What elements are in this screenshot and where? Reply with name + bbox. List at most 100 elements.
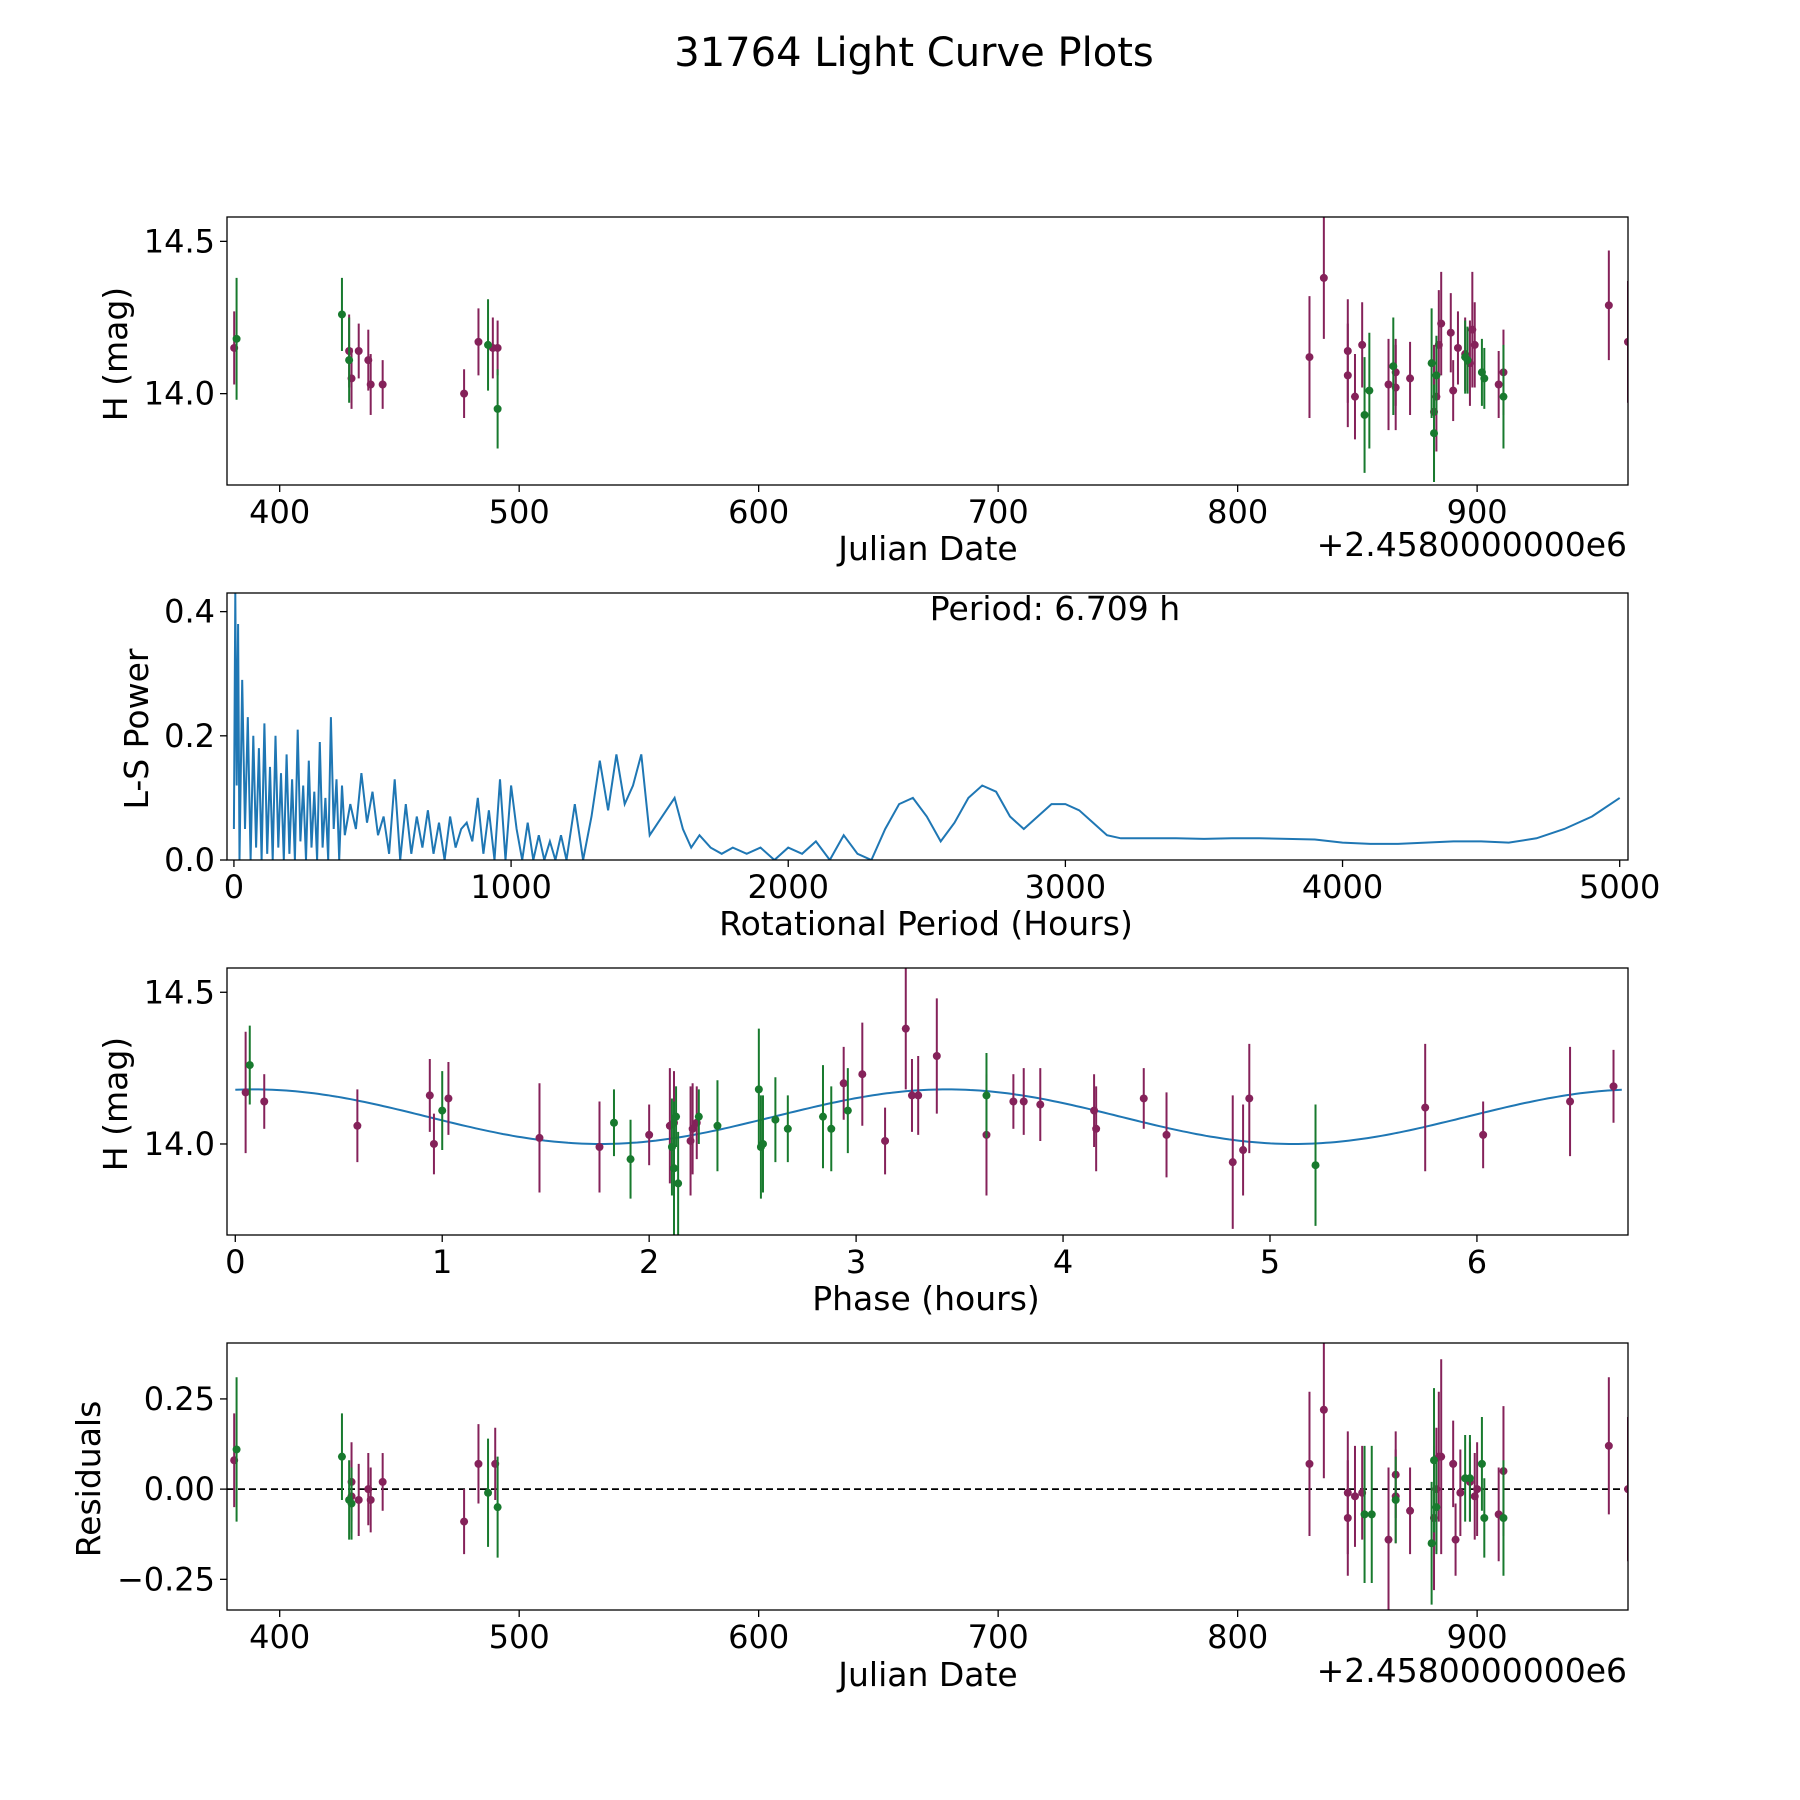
data-point-magenta [1036,1068,1045,1141]
y-tick-label: 0.2 [164,717,215,755]
data-point-green [1360,357,1369,473]
marker [1239,1146,1248,1155]
data-point-green [669,1101,678,1235]
marker [425,1091,434,1100]
data-point-magenta [1139,1068,1148,1129]
y-tick-label: 14.5 [144,973,215,1011]
marker [818,1112,827,1121]
x-tick: 4000 [1302,860,1383,906]
figure-title: 31764 Light Curve Plots [674,30,1153,76]
data-point-magenta [366,1467,375,1533]
data-point-green [818,1065,827,1169]
marker [914,1091,923,1100]
marker [1350,1492,1359,1501]
x-tick: 5000 [1579,860,1660,906]
data-point-magenta [378,1453,387,1511]
x-tick-label: 2000 [748,868,829,906]
marker [1449,386,1458,395]
marker [1463,356,1472,365]
data-point-magenta [260,1074,269,1129]
data-point-magenta [1494,351,1503,418]
x-tick: 600 [728,485,789,531]
marker [1465,1474,1474,1483]
data-point-magenta [474,308,483,376]
y-tick-label: 14.0 [144,1125,215,1163]
marker [1437,1452,1446,1461]
marker [1305,1459,1314,1468]
axes-frame [226,967,1629,1236]
data-point-magenta [1456,1449,1465,1537]
data-point-magenta [429,1113,438,1175]
marker [260,1097,269,1106]
data-point-magenta [460,1489,469,1555]
data-point-green [345,317,354,403]
x-tick: 400 [249,1610,310,1656]
marker [474,337,483,346]
data-point-green [1480,347,1489,409]
data-point-magenta [914,1055,923,1135]
marker [1358,340,1367,349]
y-tick: 14.5 [144,973,227,1011]
data-point-magenta [1228,1095,1237,1229]
marker [429,1139,438,1148]
marker [484,340,493,349]
data-point-magenta [1245,1043,1254,1154]
x-tick: 1000 [470,860,552,906]
data-point-magenta [1609,1049,1618,1123]
periodogram-panel: Period: 6.709 h Rotational Period (Hours… [117,589,1660,943]
marker [688,1124,697,1133]
marker [1624,337,1628,346]
x-tick-label: 900 [1447,1618,1508,1656]
marker [1604,1441,1613,1450]
x-tick-label: 500 [489,493,550,531]
x-tick: 800 [1207,1610,1268,1656]
data-point-magenta [1358,302,1367,388]
data-point-green [827,1086,836,1172]
data-point-magenta [1437,271,1446,376]
data-point-green [754,1028,763,1151]
marker [907,1091,916,1100]
axes-frame [226,592,1629,861]
data-point-green [1311,1104,1320,1226]
x-tick-label: 800 [1207,1618,1268,1656]
marker [460,389,469,398]
marker [1384,1535,1393,1544]
data-point-green [674,1131,683,1235]
data-point-magenta [907,1059,916,1132]
data-point-magenta [474,1424,483,1504]
x-tick-label: 400 [249,1618,310,1656]
x-tick: 500 [489,1610,550,1656]
marker [1245,1094,1254,1103]
marker [460,1517,469,1526]
data-point-green [609,1089,618,1157]
marker [1139,1094,1148,1103]
marker [758,1139,767,1148]
y-tick: 0.4 [164,593,227,631]
marker [232,334,241,343]
marker [378,1477,387,1486]
marker [1480,374,1489,383]
marker [337,310,346,319]
data-point-green [493,1456,502,1558]
data-point-magenta [901,968,910,1090]
data-point-magenta [1305,296,1314,418]
data-point-magenta [1406,341,1415,415]
marker [354,1495,363,1504]
x-tick: 0 [225,1235,245,1281]
data-point-green [493,369,502,449]
marker [1432,371,1441,380]
marker [1480,1513,1489,1522]
data-point-green [672,1086,681,1148]
plot-area [235,968,1622,1235]
marker [493,1503,502,1512]
marker [1036,1100,1045,1109]
marker [1092,1124,1101,1133]
marker [347,1499,356,1508]
data-point-green [1427,1481,1436,1605]
data-point-green [337,277,346,351]
data-point-magenta [881,1107,890,1175]
x-tick: 6 [1467,1235,1487,1281]
y-tick-label: 0.00 [144,1470,215,1508]
x-tick: 2 [639,1235,659,1281]
period-annotation: Period: 6.709 h [930,589,1180,628]
